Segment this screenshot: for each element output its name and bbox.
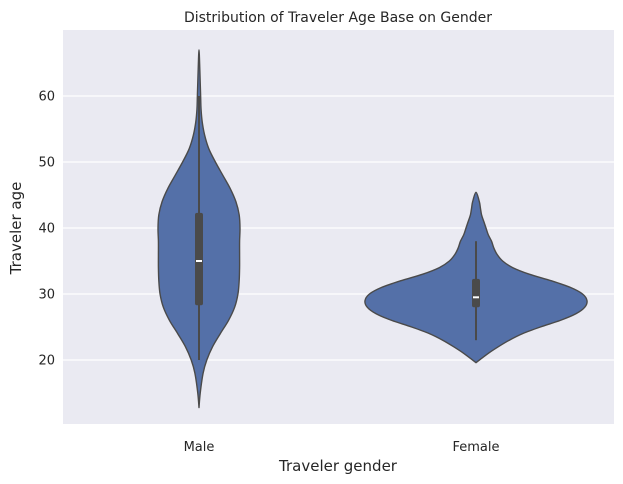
violins [157,49,588,409]
y-tick-labels: 20 30 40 50 60 [38,90,55,369]
iqr-box [195,212,203,306]
plot-background [63,30,614,424]
x-tick-label: Female [452,440,499,455]
x-tick-label: Male [184,440,215,455]
y-axis-label: Traveler age [7,182,25,276]
y-tick-label: 60 [38,90,55,105]
y-tick-label: 40 [38,222,55,237]
x-axis-label: Traveler gender [278,457,398,475]
iqr-box [472,278,480,308]
violin-male [157,49,241,409]
y-tick-label: 50 [38,156,55,171]
y-tick-label: 30 [38,288,55,303]
chart-title: Distribution of Traveler Age Base on Gen… [184,10,492,26]
x-tick-labels: Male Female [184,440,500,455]
violin-female [364,191,588,364]
y-tick-label: 20 [38,354,55,369]
